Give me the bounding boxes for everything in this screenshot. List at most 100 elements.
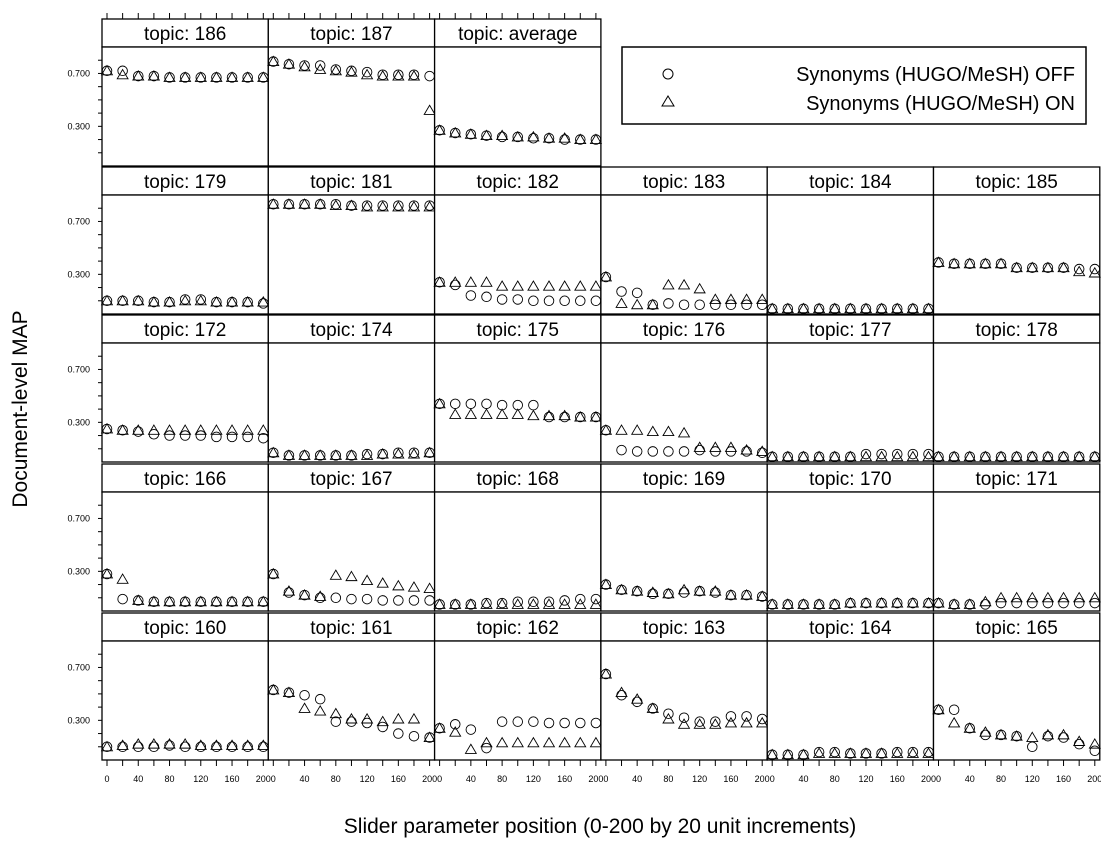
point-off: [408, 69, 420, 81]
point-on: [116, 573, 129, 584]
point-on: [740, 293, 753, 304]
point-off: [1073, 597, 1085, 609]
point-off: [117, 741, 128, 753]
point-off: [829, 746, 840, 758]
point-on: [314, 704, 327, 716]
legend-label-on: Synonyms (HUGO/MeSH) ON: [806, 93, 1075, 115]
point-off: [242, 596, 253, 607]
point-off: [694, 585, 705, 597]
point-off: [907, 746, 919, 758]
point-off: [1089, 745, 1101, 756]
point-off: [268, 568, 279, 580]
point-on: [558, 280, 571, 291]
point-on: [495, 736, 509, 748]
point-on: [979, 450, 992, 462]
point-on: [433, 276, 446, 287]
point-on: [844, 302, 857, 314]
point-on: [615, 686, 628, 698]
point-off: [663, 298, 674, 309]
point-off: [393, 200, 404, 211]
point-on: [267, 55, 280, 66]
point-off: [528, 596, 539, 607]
point-off: [346, 200, 357, 211]
point-on: [360, 449, 374, 460]
point-on: [646, 298, 659, 310]
panel-strip: [932, 612, 1101, 642]
point-off: [528, 716, 539, 727]
point-off: [876, 597, 887, 609]
point-off: [268, 447, 279, 458]
panel-topic-177: topic: 177: [766, 314, 935, 463]
point-on: [891, 302, 904, 314]
panel-title: topic: 166: [144, 469, 226, 490]
point-on: [449, 276, 462, 287]
panel-topic-172: topic: 172: [100, 314, 270, 463]
point-on: [147, 296, 161, 307]
point-off: [449, 398, 461, 410]
point-on: [116, 68, 129, 80]
point-off: [1011, 262, 1022, 273]
panel-strip: [433, 612, 602, 642]
point-on: [433, 722, 446, 733]
point-on: [589, 598, 603, 609]
point-on: [947, 257, 961, 269]
point-off: [845, 451, 856, 462]
point-on: [1010, 591, 1023, 603]
point-off: [481, 398, 492, 410]
point-on: [257, 424, 270, 435]
point-on: [922, 596, 935, 608]
point-on: [147, 424, 161, 435]
point-on: [891, 596, 904, 608]
point-on: [630, 585, 644, 596]
panel-plot-area: [433, 491, 602, 612]
panel-strip: [101, 463, 269, 493]
point-off: [512, 131, 524, 143]
point-off: [449, 127, 461, 139]
point-off: [496, 399, 508, 411]
point-on: [116, 739, 129, 750]
point-off: [346, 593, 357, 605]
point-off: [980, 258, 991, 270]
point-off: [559, 134, 570, 145]
point-off: [283, 587, 295, 598]
point-on: [542, 280, 556, 291]
x-tick-label: 200: [422, 774, 437, 784]
point-on: [511, 408, 524, 419]
axes-layer: 0 40 80 120 160 200 0 40 80 120 160 200 0 40 80 120 160 2…: [67, 13, 1101, 784]
point-on: [225, 595, 239, 607]
point-on: [1057, 728, 1070, 740]
point-off: [647, 446, 659, 457]
panel-strip: [932, 166, 1101, 196]
point-off: [948, 599, 960, 610]
point-off: [377, 200, 388, 211]
point-off: [434, 599, 445, 610]
point-off: [725, 299, 737, 310]
point-on: [766, 598, 779, 609]
point-on: [241, 71, 254, 82]
point-off: [512, 596, 524, 607]
point-off: [330, 592, 342, 604]
point-on: [163, 595, 176, 607]
point-on: [241, 424, 254, 435]
point-off: [377, 721, 388, 733]
point-off: [164, 296, 175, 308]
point-off: [798, 451, 809, 462]
point-on: [979, 726, 992, 737]
point-on: [163, 738, 176, 749]
point-on: [178, 738, 192, 749]
point-off: [434, 398, 445, 410]
point-on: [116, 294, 129, 306]
point-on: [1041, 728, 1055, 740]
point-off: [766, 599, 778, 610]
point-on: [257, 71, 270, 82]
point-off: [465, 290, 477, 301]
x-tick-label: 40: [632, 774, 642, 784]
point-on: [194, 595, 207, 607]
point-off: [314, 450, 326, 461]
point-off: [829, 599, 840, 610]
point-on: [511, 130, 524, 142]
point-off: [408, 730, 420, 742]
panel-topic-174: topic: 174: [267, 314, 436, 463]
point-on: [891, 747, 904, 758]
point-on: [392, 579, 405, 591]
